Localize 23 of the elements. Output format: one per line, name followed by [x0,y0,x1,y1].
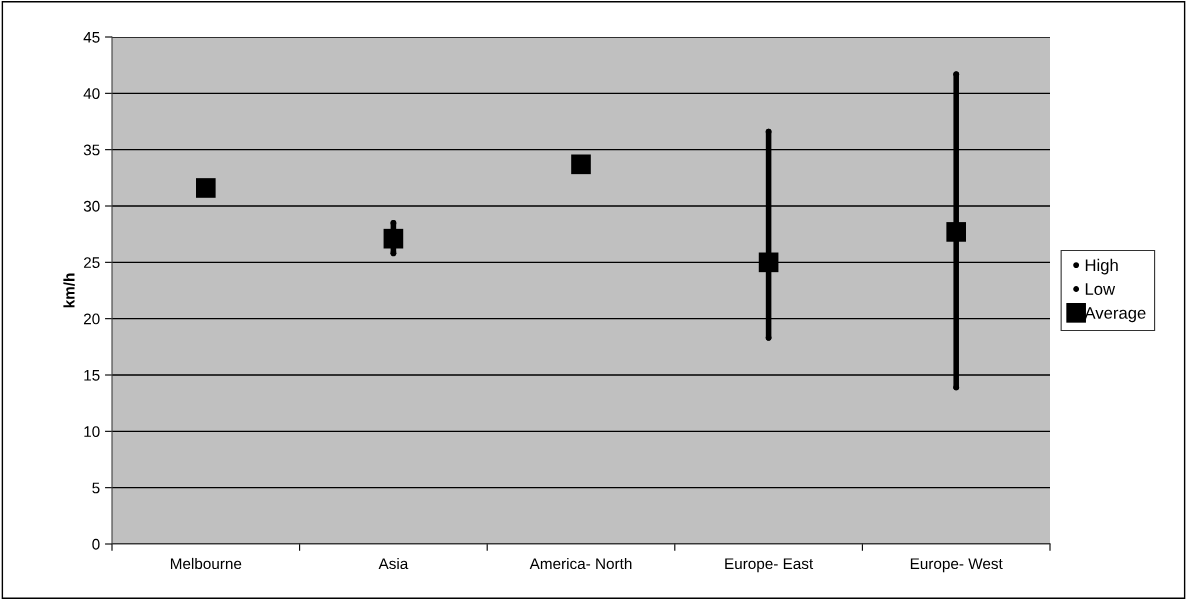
point [383,228,404,249]
y-tick-label: 45 [83,32,100,43]
y-tick-label: 20 [83,313,100,325]
y-tick-label: 30 [83,200,100,212]
y-tick-label: 25 [83,257,100,269]
y-tick-label: 5 [92,482,100,494]
point [195,178,216,198]
y-tick-label: 10 [84,426,100,438]
point [758,252,779,273]
point [571,154,591,175]
y-tick-label: 0 [92,538,100,550]
x-tick-label: Asia [378,557,409,570]
legend-label: Low [1085,283,1116,295]
y-tick-label: 35 [83,144,100,156]
x-tick-label: America- North [529,557,632,570]
y-axis-title: km/h [63,273,75,308]
point [946,222,967,242]
y-tick-label: 40 [83,88,100,100]
legend-label: High [1085,258,1118,275]
x-tick-label: Europe- West [910,558,1003,573]
x-tick-label: Europe- East [725,558,814,573]
x-tick-label: Melbourne [170,557,242,570]
y-tick-label: 15 [84,370,100,381]
